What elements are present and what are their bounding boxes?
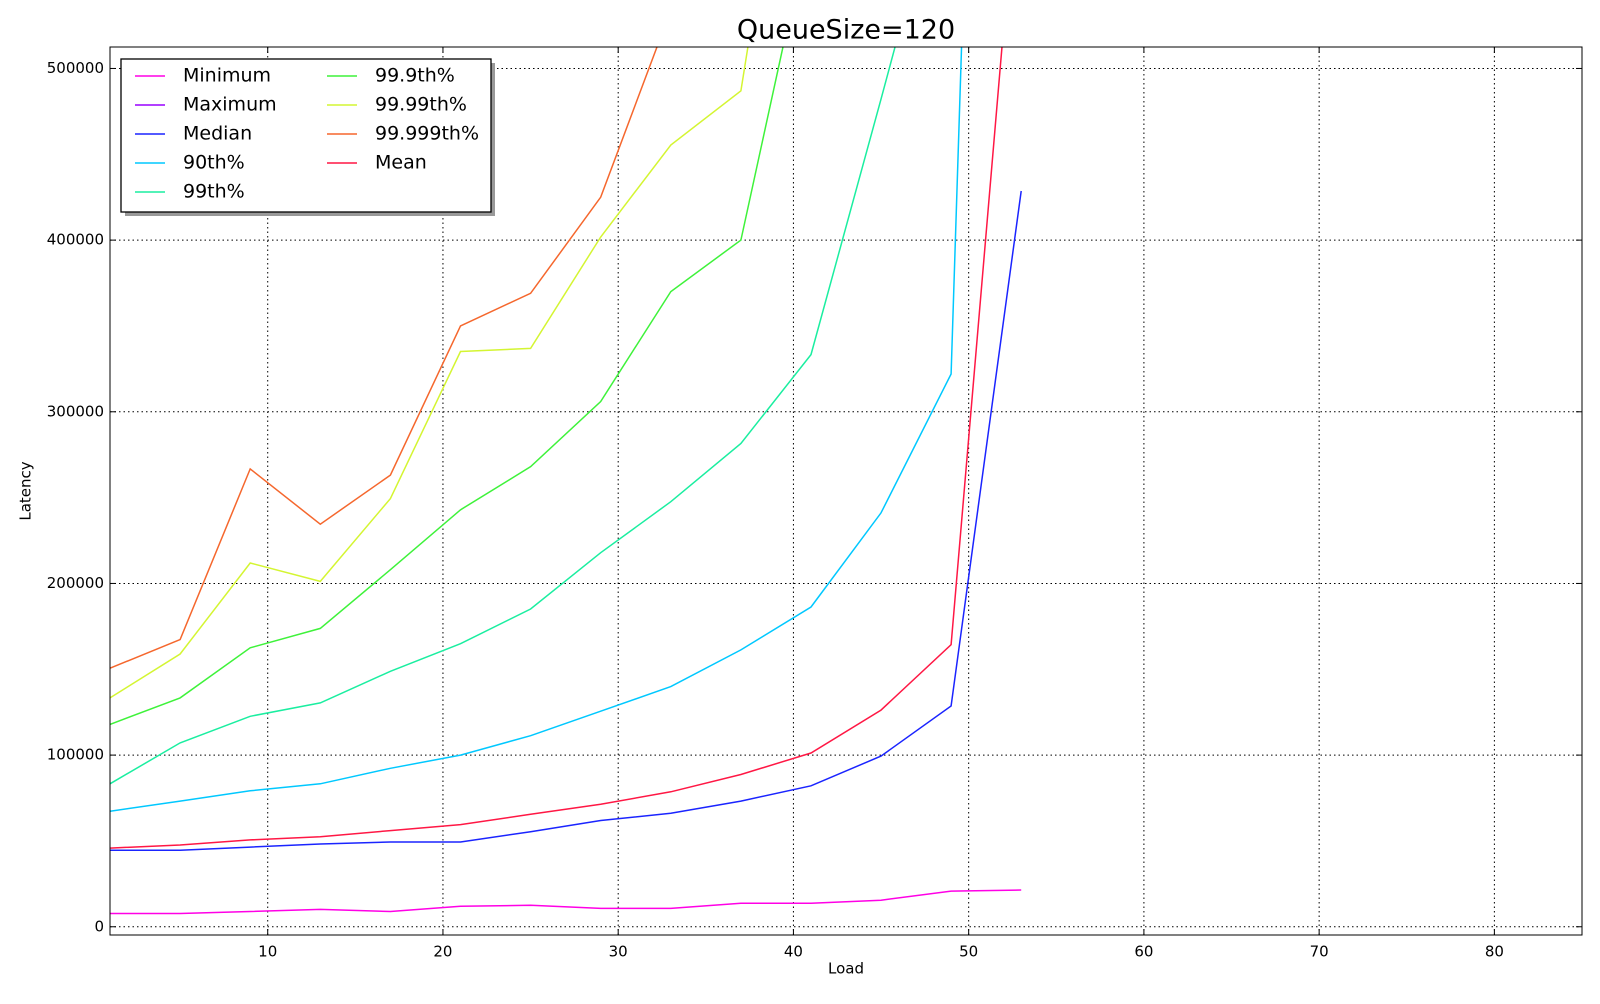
series-line — [110, 47, 963, 812]
legend-label: Maximum — [183, 94, 277, 116]
legend-label: Median — [183, 123, 252, 145]
x-tick-label: 20 — [433, 943, 452, 961]
x-tick-label: 60 — [1134, 943, 1153, 961]
x-tick-label: 40 — [784, 943, 803, 961]
legend-label: 90th% — [183, 152, 245, 174]
series-line — [110, 47, 749, 699]
x-tick-label: 50 — [959, 943, 978, 961]
y-axis-label: Latency — [17, 461, 35, 520]
y-tick-label: 100000 — [47, 746, 104, 764]
chart-title: QueueSize=120 — [737, 15, 955, 46]
series-line — [110, 47, 896, 785]
series-line — [110, 47, 1003, 849]
legend — [120, 58, 492, 213]
legend-label: 99.999th% — [375, 123, 479, 145]
y-tick-label: 400000 — [47, 231, 104, 249]
legend-label: Minimum — [183, 65, 271, 87]
y-tick-label: 0 — [94, 917, 104, 935]
x-tick-label: 10 — [258, 943, 277, 961]
x-tick-label: 80 — [1485, 943, 1504, 961]
plot-frame — [109, 46, 1583, 936]
plot-lines — [110, 47, 1022, 915]
series-line — [110, 889, 1022, 915]
series-line — [110, 47, 658, 669]
y-tick-label: 500000 — [47, 59, 104, 77]
legend-label: 99th% — [183, 181, 245, 203]
series-line — [110, 47, 784, 726]
legend-label: 99.9th% — [375, 65, 455, 87]
x-tick-label: 70 — [1310, 943, 1329, 961]
y-tick-label: 300000 — [47, 402, 104, 420]
x-tick-label: 30 — [609, 943, 628, 961]
legend-label: Mean — [375, 152, 427, 174]
y-tick-label: 200000 — [47, 574, 104, 592]
x-axis-label: Load — [828, 960, 864, 978]
series-line — [110, 190, 1022, 851]
legend-label: 99.99th% — [375, 94, 467, 116]
